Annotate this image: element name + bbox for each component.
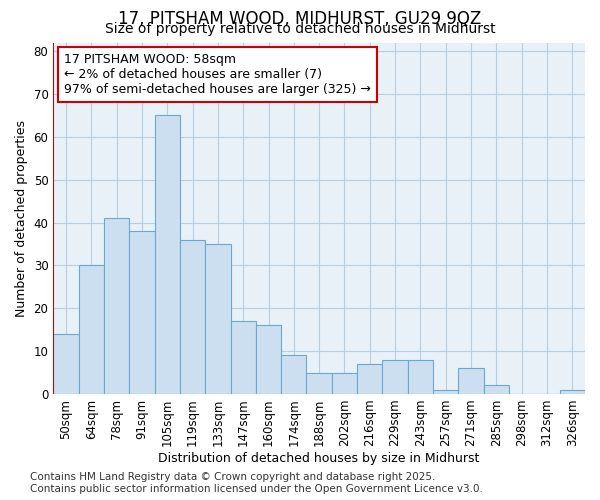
Bar <box>155 116 180 394</box>
Bar <box>104 218 129 394</box>
Bar <box>382 360 408 394</box>
Text: Size of property relative to detached houses in Midhurst: Size of property relative to detached ho… <box>104 22 496 36</box>
Bar <box>484 386 509 394</box>
Y-axis label: Number of detached properties: Number of detached properties <box>15 120 28 316</box>
Bar <box>230 321 256 394</box>
Text: 17, PITSHAM WOOD, MIDHURST, GU29 9QZ: 17, PITSHAM WOOD, MIDHURST, GU29 9QZ <box>118 10 482 28</box>
X-axis label: Distribution of detached houses by size in Midhurst: Distribution of detached houses by size … <box>158 452 480 465</box>
Bar <box>433 390 458 394</box>
Bar <box>332 372 357 394</box>
Text: Contains HM Land Registry data © Crown copyright and database right 2025.
Contai: Contains HM Land Registry data © Crown c… <box>30 472 483 494</box>
Bar <box>256 326 281 394</box>
Bar <box>205 244 230 394</box>
Bar <box>281 356 307 394</box>
Bar <box>129 231 155 394</box>
Bar <box>560 390 585 394</box>
Bar <box>180 240 205 394</box>
Text: 17 PITSHAM WOOD: 58sqm
← 2% of detached houses are smaller (7)
97% of semi-detac: 17 PITSHAM WOOD: 58sqm ← 2% of detached … <box>64 53 371 96</box>
Bar <box>357 364 382 394</box>
Bar <box>458 368 484 394</box>
Bar <box>53 334 79 394</box>
Bar <box>79 266 104 394</box>
Bar <box>408 360 433 394</box>
Bar <box>307 372 332 394</box>
